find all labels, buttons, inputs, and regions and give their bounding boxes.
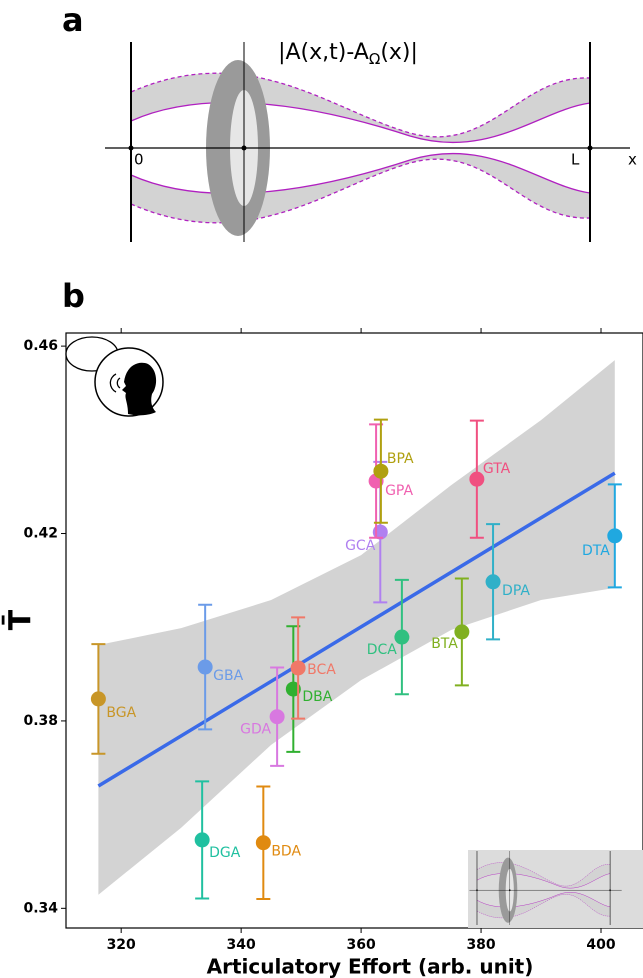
- origin-label: 0: [134, 151, 144, 169]
- y-tick-label: 0.42: [23, 526, 58, 542]
- point-label: DTA: [582, 543, 610, 559]
- fit-line: [97, 471, 616, 788]
- point-label: BPA: [387, 451, 414, 467]
- x-tick-label: 360: [346, 937, 375, 953]
- axis-label: x: [628, 151, 637, 169]
- title-subscript: Ω: [369, 50, 380, 68]
- inset: [468, 850, 643, 928]
- x-tick-label: 380: [466, 937, 495, 953]
- point: [269, 709, 285, 725]
- speaker-icon: [65, 336, 164, 417]
- x-tick-label: 320: [107, 937, 136, 953]
- point: [290, 660, 306, 676]
- diagram-title: |A(x,t)-AΩ(x)|: [278, 40, 418, 68]
- point-label: BGA: [106, 705, 136, 721]
- confidence-band: [98, 360, 615, 895]
- end-label: L: [571, 151, 580, 169]
- panel-label: b: [62, 277, 85, 315]
- point-label: GCA: [345, 538, 376, 554]
- point: [469, 471, 485, 487]
- point: [255, 835, 271, 851]
- point-label: DPA: [502, 583, 530, 599]
- point: [607, 528, 623, 544]
- point-label: BTA: [431, 636, 458, 652]
- title-part: |A(x,t)-A: [278, 40, 369, 65]
- title-part: (x)|: [380, 40, 418, 65]
- point-label: GBA: [213, 668, 243, 684]
- point-label: DCA: [367, 642, 398, 658]
- point-label: GDA: [240, 722, 271, 738]
- plot: BGA GBA DGA BDA GDA DBA BCA GCA GPA BPA DCA BTA GTA D…: [90, 360, 623, 900]
- point-label: BDA: [271, 844, 301, 860]
- point: [394, 629, 410, 645]
- point: [485, 574, 501, 590]
- panel-a-diagram: [104, 41, 631, 243]
- point: [197, 659, 213, 675]
- x-tick-label: 400: [586, 937, 615, 953]
- y-tick-label: 0.46: [23, 338, 58, 354]
- y-axis-title: T̄: [2, 609, 38, 630]
- point-label: BCA: [307, 662, 336, 678]
- point: [454, 624, 470, 640]
- point: [285, 681, 301, 697]
- x-tick-label: 340: [227, 937, 256, 953]
- point: [90, 691, 106, 707]
- point: [194, 832, 210, 848]
- panel-label: a: [62, 1, 84, 39]
- x-axis-title: Articulatory Effort (arb. unit): [207, 955, 534, 978]
- plot-frame: [65, 332, 643, 929]
- y-tick-label: 0.38: [23, 713, 58, 729]
- point-label: DGA: [209, 845, 241, 861]
- point-label: GPA: [385, 483, 413, 499]
- y-tick-label: 0.34: [23, 900, 58, 916]
- point: [373, 463, 389, 479]
- point-label: DBA: [302, 689, 332, 705]
- point-label: GTA: [483, 461, 511, 477]
